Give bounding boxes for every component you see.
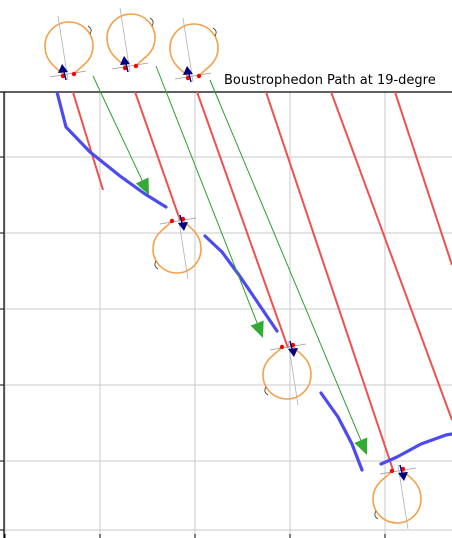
turning-loop-curve-1 [106, 13, 156, 69]
transition-path-2 [319, 391, 364, 472]
turning-loop-axisline-0 [57, 15, 69, 81]
connector-arrow-line-1 [155, 65, 258, 324]
connector-arrow-line-2 [209, 79, 362, 441]
turning-loop-marker-a-5 [389, 468, 395, 474]
chart-title: Boustrophedon Path at 19-degre [224, 73, 436, 88]
turning-loop-marker-a-1 [133, 63, 139, 69]
turning-loop-marker-a-0 [71, 71, 77, 77]
heading-arrow-head-0 [58, 64, 68, 73]
sweep-line-1 [133, 92, 181, 221]
turning-loop-5 [372, 464, 422, 530]
turning-loop-axisline-2 [182, 17, 194, 83]
turning-loop-marker-a-4 [279, 344, 285, 350]
turning-loop-0 [44, 15, 94, 81]
sweep-line-5 [393, 92, 452, 266]
turning-loop-crossline-2 [174, 72, 212, 80]
sweep-line-4 [330, 92, 452, 421]
turning-loop-crossline-3 [159, 217, 197, 225]
turning-loop-curve-5 [372, 468, 422, 524]
heading-arrow-head-1 [120, 56, 130, 65]
axes-frame [0, 91, 452, 538]
transition-path-0 [55, 92, 168, 209]
connector-arrow-line-0 [92, 75, 143, 181]
turning-loop-4 [262, 340, 312, 406]
turning-loop-crossline-4 [269, 343, 307, 351]
turning-loop-axisline-4 [287, 340, 299, 406]
heading-arrow-head-5 [398, 472, 408, 481]
turning-loop-3 [152, 214, 202, 280]
turning-loop-tick-2 [212, 27, 217, 37]
connector-arrow-head-1 [250, 320, 264, 338]
transition-path-3 [379, 432, 452, 466]
turning-loop-tick-0 [87, 25, 92, 35]
connector-arrow-head-0 [135, 177, 149, 195]
turning-loop-crossline-5 [379, 467, 417, 475]
heading-arrow-head-2 [183, 66, 193, 75]
turning-loop-axisline-1 [119, 7, 131, 73]
transition-path-1 [203, 234, 279, 333]
turning-loop-axisline-5 [397, 464, 409, 530]
sweep-line-2 [196, 92, 289, 349]
connector-arrow-head-2 [354, 437, 368, 455]
grid [0, 92, 452, 538]
turning-loop-curve-4 [262, 344, 312, 400]
turning-loop-axisline-3 [177, 214, 189, 280]
turning-loop-1 [106, 7, 156, 73]
sweep-line-3 [264, 92, 394, 471]
heading-arrow-head-3 [178, 222, 188, 231]
heading-arrow-head-4 [288, 348, 298, 357]
turning-loop-2 [169, 17, 219, 83]
turning-loop-tick-4 [264, 386, 269, 396]
turning-loop-curve-3 [152, 218, 202, 274]
plot-area [55, 92, 452, 472]
turning-loop-tick-1 [149, 17, 154, 27]
sweep-line-0 [71, 92, 104, 191]
turning-loop-curve-0 [44, 21, 94, 77]
turning-loop-curve-2 [169, 23, 219, 79]
turning-loop-crossline-1 [111, 62, 149, 70]
turning-loop-tick-3 [154, 260, 159, 270]
overlay [44, 7, 422, 530]
turning-loop-marker-a-2 [196, 73, 202, 79]
turning-loop-crossline-0 [49, 70, 87, 78]
turning-loop-marker-a-3 [169, 218, 175, 224]
turning-loop-tick-5 [374, 510, 379, 520]
